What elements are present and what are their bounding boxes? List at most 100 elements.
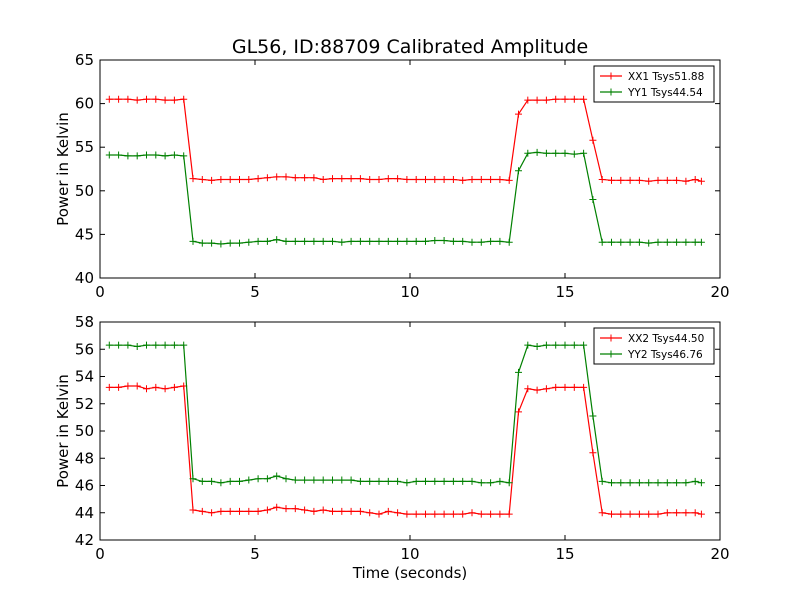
data-point bbox=[412, 477, 420, 485]
data-point bbox=[170, 383, 178, 391]
data-point bbox=[505, 238, 513, 246]
y-tick-label: 65 bbox=[75, 51, 94, 69]
data-point bbox=[468, 509, 476, 517]
data-point bbox=[533, 96, 541, 104]
data-point bbox=[105, 95, 113, 103]
data-point bbox=[115, 383, 123, 391]
data-point bbox=[301, 174, 309, 182]
y-tick-label: 50 bbox=[75, 422, 94, 440]
data-point bbox=[198, 507, 206, 515]
data-point bbox=[394, 509, 402, 517]
data-point bbox=[375, 237, 383, 245]
data-point bbox=[412, 510, 420, 518]
data-point bbox=[682, 479, 690, 487]
data-point bbox=[533, 343, 541, 351]
data-point bbox=[440, 510, 448, 518]
data-point bbox=[487, 479, 495, 487]
data-point bbox=[375, 175, 383, 183]
data-point bbox=[691, 509, 699, 517]
data-point bbox=[524, 149, 532, 157]
data-point bbox=[105, 383, 113, 391]
data-point bbox=[635, 479, 643, 487]
data-point bbox=[580, 149, 588, 157]
y-tick-label: 56 bbox=[75, 340, 94, 358]
data-point bbox=[170, 96, 178, 104]
data-point bbox=[440, 477, 448, 485]
data-point bbox=[263, 174, 271, 182]
data-point bbox=[561, 383, 569, 391]
data-point bbox=[143, 341, 150, 349]
data-point bbox=[133, 152, 141, 160]
data-point bbox=[254, 237, 262, 245]
data-point bbox=[124, 382, 132, 390]
data-point bbox=[496, 477, 504, 485]
data-point bbox=[697, 479, 705, 487]
data-point bbox=[626, 479, 634, 487]
data-point bbox=[697, 238, 705, 246]
x-tick-label: 0 bbox=[95, 545, 105, 563]
data-point bbox=[301, 237, 309, 245]
data-point bbox=[198, 175, 206, 183]
data-point bbox=[431, 510, 439, 518]
data-point bbox=[645, 510, 653, 518]
data-point bbox=[598, 477, 606, 485]
data-point bbox=[189, 175, 197, 183]
data-point bbox=[356, 507, 364, 515]
data-point bbox=[338, 238, 346, 246]
data-point bbox=[449, 237, 457, 245]
data-point bbox=[245, 476, 253, 484]
x-tick-label: 10 bbox=[400, 283, 419, 301]
data-point bbox=[468, 175, 476, 183]
legend-label: XX1 Tsys51.88 bbox=[628, 71, 704, 83]
data-point bbox=[673, 509, 681, 517]
data-point bbox=[347, 237, 355, 245]
data-point bbox=[236, 477, 243, 485]
data-point bbox=[161, 341, 169, 349]
data-point bbox=[226, 477, 234, 485]
data-point bbox=[542, 385, 550, 393]
data-point bbox=[217, 240, 225, 248]
data-point bbox=[663, 176, 671, 184]
legend-box bbox=[593, 327, 715, 365]
data-point bbox=[329, 507, 336, 515]
data-point bbox=[459, 477, 467, 485]
data-point bbox=[570, 95, 578, 103]
data-point bbox=[533, 386, 541, 394]
data-point bbox=[338, 507, 346, 515]
data-point bbox=[291, 505, 299, 513]
data-point bbox=[570, 150, 578, 158]
x-tick-label: 5 bbox=[250, 545, 260, 563]
data-point bbox=[310, 476, 318, 484]
data-point bbox=[161, 152, 169, 160]
y-axis-label: Power in Kelvin bbox=[54, 112, 72, 226]
data-point bbox=[654, 238, 662, 246]
data-point bbox=[468, 477, 476, 485]
data-point bbox=[422, 477, 429, 485]
data-point bbox=[617, 176, 625, 184]
data-point bbox=[542, 96, 550, 104]
data-point bbox=[403, 510, 411, 518]
data-point bbox=[236, 507, 243, 515]
data-point bbox=[617, 479, 625, 487]
data-point bbox=[143, 95, 150, 103]
data-point bbox=[310, 507, 318, 515]
legend-marker bbox=[607, 350, 615, 358]
data-point bbox=[645, 239, 653, 247]
data-point bbox=[682, 509, 690, 517]
data-point bbox=[468, 238, 476, 246]
y-tick-label: 50 bbox=[75, 182, 94, 200]
data-point bbox=[133, 382, 141, 390]
data-point bbox=[394, 237, 402, 245]
data-point bbox=[505, 479, 513, 487]
series-1 bbox=[105, 382, 705, 518]
data-point bbox=[254, 175, 262, 183]
data-point bbox=[431, 175, 439, 183]
data-point bbox=[263, 475, 271, 483]
data-point bbox=[319, 476, 327, 484]
data-point bbox=[217, 507, 225, 515]
legend-entry: YY2 Tsys46.76 bbox=[600, 349, 703, 361]
data-point bbox=[673, 176, 681, 184]
data-point bbox=[170, 341, 178, 349]
data-point bbox=[133, 343, 141, 351]
data-point bbox=[440, 175, 448, 183]
